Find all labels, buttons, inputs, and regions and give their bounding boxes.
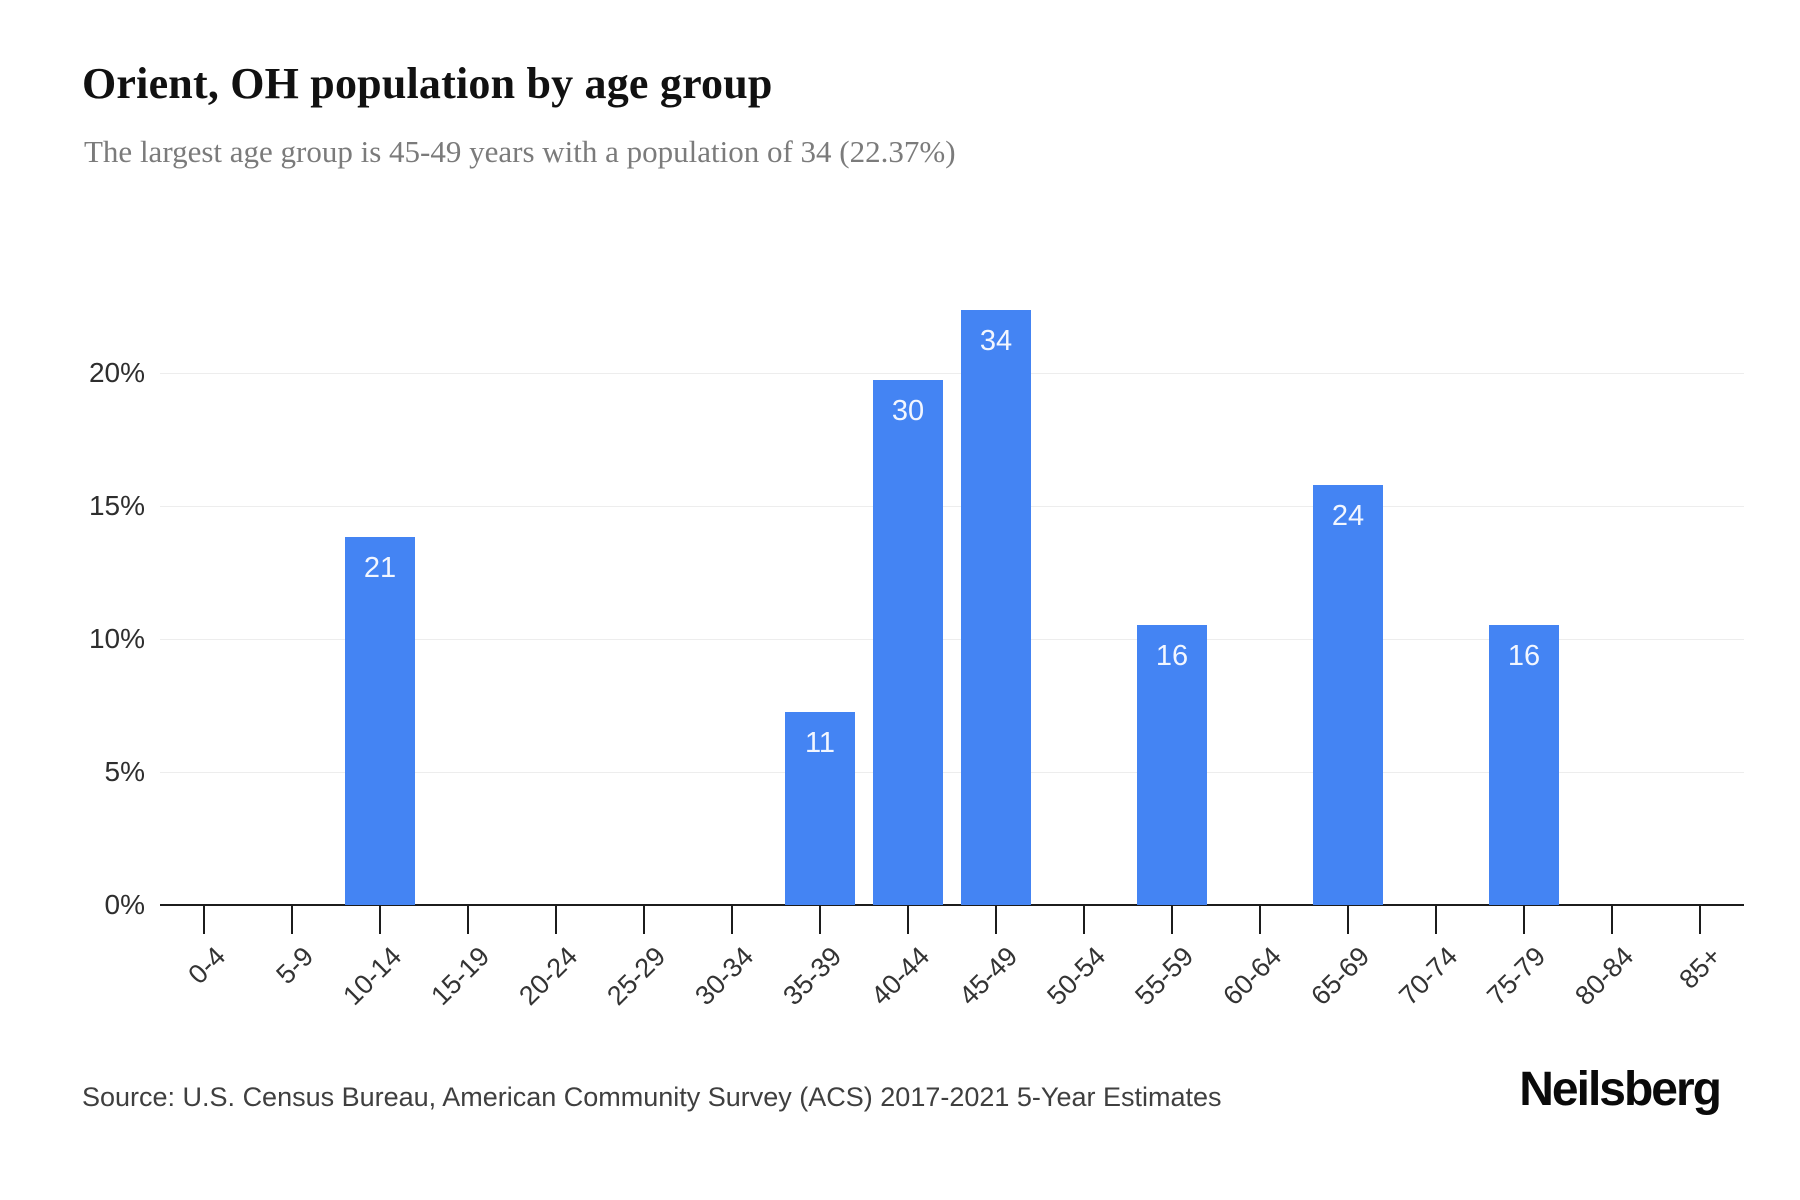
x-axis-category-label: 75-79 (1481, 941, 1552, 1012)
x-axis-category-label: 60-64 (1217, 941, 1288, 1012)
y-axis-tick-label: 10% (88, 623, 145, 655)
y-axis-tick-label: 15% (88, 490, 145, 522)
bar-value-label: 30 (891, 395, 925, 427)
bar-55-59[interactable] (1137, 624, 1207, 905)
x-axis-tick (1171, 905, 1173, 934)
chart-subtitle: The largest age group is 45-49 years wit… (84, 134, 956, 169)
bar-value-label: 24 (1331, 500, 1365, 533)
y-gridline (160, 639, 1744, 641)
y-gridline (160, 373, 1744, 375)
bar-35-39[interactable] (785, 712, 855, 905)
x-axis-category-label: 45-49 (953, 941, 1024, 1012)
x-axis-tick (379, 905, 381, 934)
source-text: Source: U.S. Census Bureau, American Com… (82, 1082, 1222, 1112)
bar-65-69[interactable] (1313, 485, 1383, 905)
bar-chart-plot: 0% 5% 10% 15% 20% 0-4 5-9 10-14 21 15-19 20-24 25-2… (89, 280, 1744, 1011)
bar-75-79[interactable] (1489, 624, 1559, 905)
x-axis-tick (1083, 905, 1085, 934)
x-axis-category-label: 55-59 (1129, 941, 1200, 1012)
chart-title: Orient, OH population by age group (82, 59, 773, 108)
neilsberg-logo: Neilsberg (1519, 1063, 1722, 1116)
x-axis-tick (1611, 905, 1613, 934)
x-axis-category-label: 20-24 (513, 941, 584, 1012)
x-axis-category-label: 30-34 (689, 941, 760, 1012)
x-axis-category-label: 85+ (1673, 941, 1728, 995)
x-axis-tick (819, 905, 821, 934)
x-axis-tick (643, 905, 645, 934)
x-axis-tick (995, 905, 997, 934)
bar-40-44[interactable] (873, 380, 943, 905)
x-axis-tick (731, 905, 733, 934)
x-axis-tick (1347, 905, 1349, 934)
x-axis-category-label: 15-19 (425, 941, 496, 1012)
x-axis-category-label: 50-54 (1041, 941, 1112, 1012)
x-axis-tick (1523, 905, 1525, 934)
bar-10-14[interactable] (345, 537, 415, 905)
x-axis-tick (1699, 905, 1701, 934)
x-axis-category-label: 25-29 (601, 941, 672, 1012)
x-axis-category-label: 80-84 (1569, 941, 1640, 1012)
y-axis-tick-label: 20% (88, 357, 145, 389)
y-gridline (160, 506, 1744, 508)
bar-value-label: 16 (1507, 639, 1541, 672)
x-axis-category-label: 0-4 (182, 941, 232, 990)
x-axis-tick (203, 905, 205, 934)
x-axis-category-label: 70-74 (1393, 941, 1464, 1012)
bar-value-label: 16 (1155, 639, 1189, 672)
bar-value-label: 11 (804, 727, 836, 760)
x-axis-category-label: 5-9 (270, 941, 320, 990)
x-axis-category-label: 40-44 (865, 941, 936, 1012)
y-axis-tick-label: 0% (104, 889, 145, 920)
x-axis-category-label: 35-39 (777, 941, 848, 1012)
x-axis-line (160, 904, 1744, 906)
bar-45-49[interactable] (961, 310, 1031, 905)
x-axis-tick (555, 905, 557, 934)
x-axis-category-label: 65-69 (1305, 941, 1376, 1012)
x-axis-category-label: 10-14 (337, 941, 408, 1012)
y-gridline (160, 772, 1744, 774)
y-axis-tick-label: 5% (104, 756, 145, 788)
bar-value-label: 21 (363, 552, 397, 585)
x-axis-tick (1259, 905, 1261, 934)
x-axis-tick (467, 905, 469, 934)
x-axis-tick (1435, 905, 1437, 934)
x-axis-tick (291, 905, 293, 934)
bar-value-label: 34 (979, 325, 1013, 358)
x-axis-tick (907, 905, 909, 934)
